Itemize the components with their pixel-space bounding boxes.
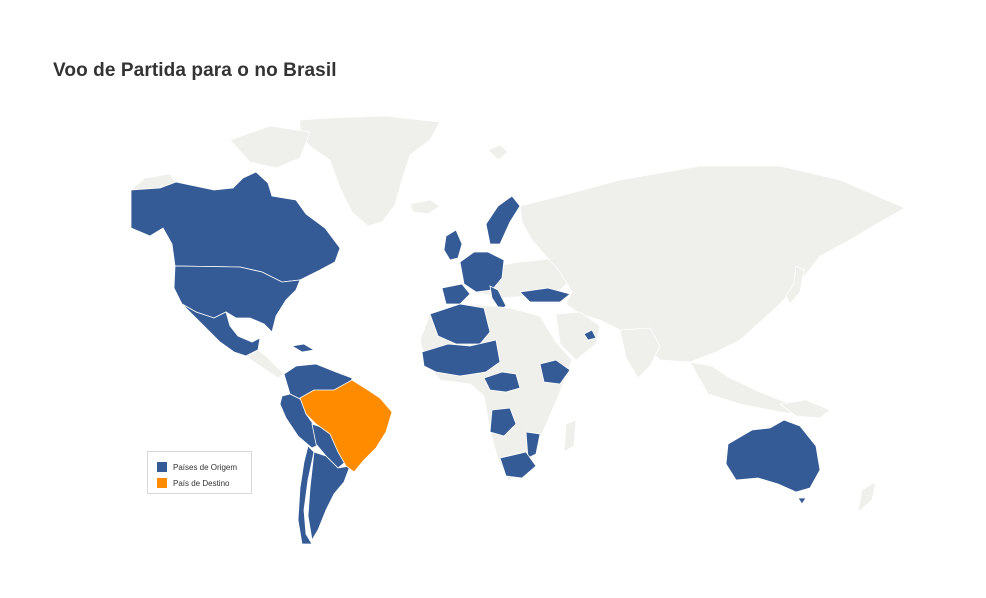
- map-legend: Países de Origem País de Destino: [147, 451, 252, 494]
- country-sahel: [421, 339, 501, 377]
- greenland: [299, 115, 441, 227]
- country-iberia: [441, 283, 471, 305]
- country-tasmania: [797, 497, 807, 505]
- country-canada: [130, 171, 341, 283]
- country-western-europe: [459, 251, 505, 293]
- russia-asia: [519, 165, 906, 363]
- new-zealand: [857, 481, 877, 514]
- india: [619, 327, 661, 379]
- country-mozambique: [525, 431, 541, 459]
- country-south-africa: [499, 451, 537, 479]
- country-brazil: [299, 379, 393, 473]
- country-australia: [725, 419, 821, 493]
- legend-item-origin: Países de Origem: [157, 459, 251, 475]
- country-gulf-of-guinea: [483, 371, 521, 393]
- legend-swatch-destination: [157, 478, 167, 488]
- country-uae: [583, 329, 597, 341]
- legend-item-destination: País de Destino: [157, 475, 251, 491]
- new-guinea: [778, 399, 831, 419]
- japan: [785, 265, 805, 305]
- map-title: Voo de Partida para o no Brasil: [53, 60, 337, 81]
- country-turkey: [519, 287, 571, 303]
- country-angola: [489, 407, 517, 437]
- arctic-islands: [229, 125, 311, 169]
- legend-swatch-origin: [157, 462, 167, 472]
- country-scandinavia: [485, 195, 521, 245]
- legend-label-origin: Países de Origem: [173, 462, 238, 472]
- country-argentina-uruguay: [307, 451, 351, 542]
- country-uk-ireland: [443, 229, 463, 261]
- country-mexico: [181, 303, 261, 357]
- central-america: [245, 349, 285, 379]
- country-ethiopia: [539, 359, 571, 385]
- country-cuba: [290, 343, 316, 353]
- madagascar: [563, 419, 577, 453]
- country-chile: [297, 445, 315, 545]
- legend-label-destination: País de Destino: [173, 478, 230, 488]
- iceland: [409, 199, 441, 215]
- svalbard: [487, 144, 509, 161]
- country-maghreb: [429, 303, 491, 345]
- arabia: [555, 311, 601, 361]
